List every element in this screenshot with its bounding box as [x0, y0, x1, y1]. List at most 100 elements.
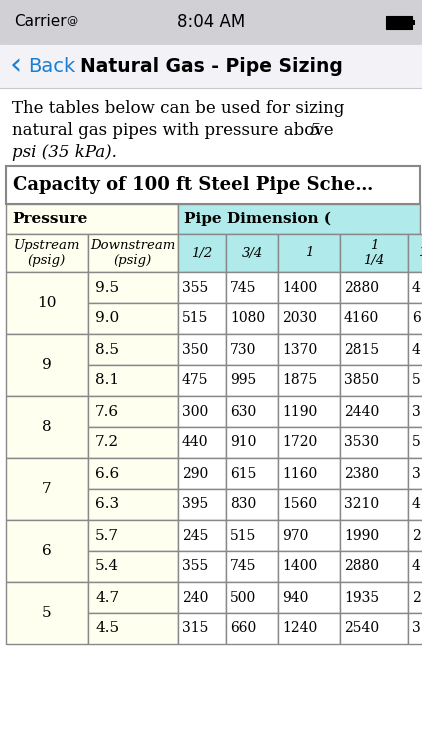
Text: Pressure: Pressure	[12, 212, 87, 226]
Bar	[226, 303, 278, 334]
Text: 970: 970	[282, 529, 308, 542]
Text: 9.5: 9.5	[95, 280, 119, 295]
Bar	[408, 427, 422, 458]
Text: 245: 245	[182, 529, 208, 542]
Bar	[178, 234, 226, 272]
Bar	[226, 334, 278, 365]
Bar	[340, 396, 408, 427]
Text: 7.6: 7.6	[95, 404, 119, 418]
Bar	[6, 582, 88, 644]
Bar	[88, 489, 178, 520]
Bar	[88, 272, 178, 303]
Text: natural gas pipes with pressure above: natural gas pipes with pressure above	[12, 122, 339, 139]
Text: 355: 355	[182, 560, 208, 574]
Bar	[88, 234, 178, 272]
Bar	[226, 427, 278, 458]
Text: ‹: ‹	[10, 52, 22, 80]
Bar	[226, 365, 278, 396]
Bar	[178, 427, 226, 458]
Text: 6: 6	[412, 311, 421, 326]
Bar	[408, 303, 422, 334]
Text: 4: 4	[412, 280, 421, 295]
Bar	[386, 16, 412, 29]
Text: 3: 3	[412, 622, 421, 635]
Text: 440: 440	[182, 436, 208, 449]
Bar	[226, 582, 278, 613]
Text: 7.2: 7.2	[95, 436, 119, 449]
Bar	[6, 166, 420, 204]
Bar	[278, 613, 340, 644]
Text: 4.7: 4.7	[95, 590, 119, 604]
Bar	[178, 303, 226, 334]
Text: 4160: 4160	[344, 311, 379, 326]
Bar	[178, 551, 226, 582]
Text: 8: 8	[42, 420, 52, 434]
Text: 475: 475	[182, 374, 208, 388]
Bar	[340, 458, 408, 489]
Bar	[226, 613, 278, 644]
Text: 1400: 1400	[282, 280, 317, 295]
Bar	[6, 458, 88, 520]
Bar	[408, 365, 422, 396]
Text: 1875: 1875	[282, 374, 317, 388]
Text: Back: Back	[28, 56, 75, 76]
Text: 1/2: 1/2	[191, 247, 213, 259]
Text: 1080: 1080	[230, 311, 265, 326]
Bar	[178, 613, 226, 644]
Text: 1
1/4: 1 1/4	[363, 239, 384, 267]
Bar	[340, 427, 408, 458]
Text: 2815: 2815	[344, 343, 379, 356]
Bar	[278, 582, 340, 613]
Bar	[278, 458, 340, 489]
Bar	[278, 396, 340, 427]
Bar	[340, 613, 408, 644]
Bar	[340, 234, 408, 272]
Text: Carrier: Carrier	[14, 14, 67, 29]
Text: 1160: 1160	[282, 466, 317, 481]
Text: 995: 995	[230, 374, 256, 388]
Bar	[340, 303, 408, 334]
Text: 9: 9	[42, 358, 52, 372]
Text: 7: 7	[42, 482, 52, 496]
Bar	[226, 458, 278, 489]
Bar	[278, 234, 340, 272]
Bar	[88, 613, 178, 644]
Text: 3530: 3530	[344, 436, 379, 449]
Text: 300: 300	[182, 404, 208, 418]
Text: 3/4: 3/4	[241, 247, 262, 259]
Bar	[178, 272, 226, 303]
Text: 745: 745	[230, 280, 257, 295]
Text: 5: 5	[412, 436, 421, 449]
Text: 2880: 2880	[344, 560, 379, 574]
Text: 1720: 1720	[282, 436, 317, 449]
Bar	[88, 365, 178, 396]
Text: 1: 1	[418, 247, 422, 259]
Bar	[6, 234, 88, 272]
Bar	[226, 396, 278, 427]
Bar	[278, 303, 340, 334]
Text: 2440: 2440	[344, 404, 379, 418]
Text: 3850: 3850	[344, 374, 379, 388]
Bar	[408, 551, 422, 582]
Text: 5.7: 5.7	[95, 529, 119, 542]
Text: 355: 355	[182, 280, 208, 295]
Bar	[278, 520, 340, 551]
Text: 940: 940	[282, 590, 308, 604]
Text: 1370: 1370	[282, 343, 317, 356]
Bar	[278, 489, 340, 520]
Text: 240: 240	[182, 590, 208, 604]
Text: 1560: 1560	[282, 497, 317, 512]
Text: Natural Gas - Pipe Sizing: Natural Gas - Pipe Sizing	[80, 56, 342, 76]
Bar	[408, 334, 422, 365]
Text: 910: 910	[230, 436, 257, 449]
Bar	[6, 520, 88, 582]
Bar	[226, 489, 278, 520]
Text: 8:04 AM: 8:04 AM	[177, 13, 245, 31]
Text: The tables below can be used for sizing: The tables below can be used for sizing	[12, 100, 344, 117]
Bar	[6, 272, 88, 334]
Bar	[6, 334, 88, 396]
Bar	[226, 272, 278, 303]
Bar	[408, 396, 422, 427]
Text: Downstream
(psig): Downstream (psig)	[90, 239, 176, 267]
Bar	[278, 551, 340, 582]
